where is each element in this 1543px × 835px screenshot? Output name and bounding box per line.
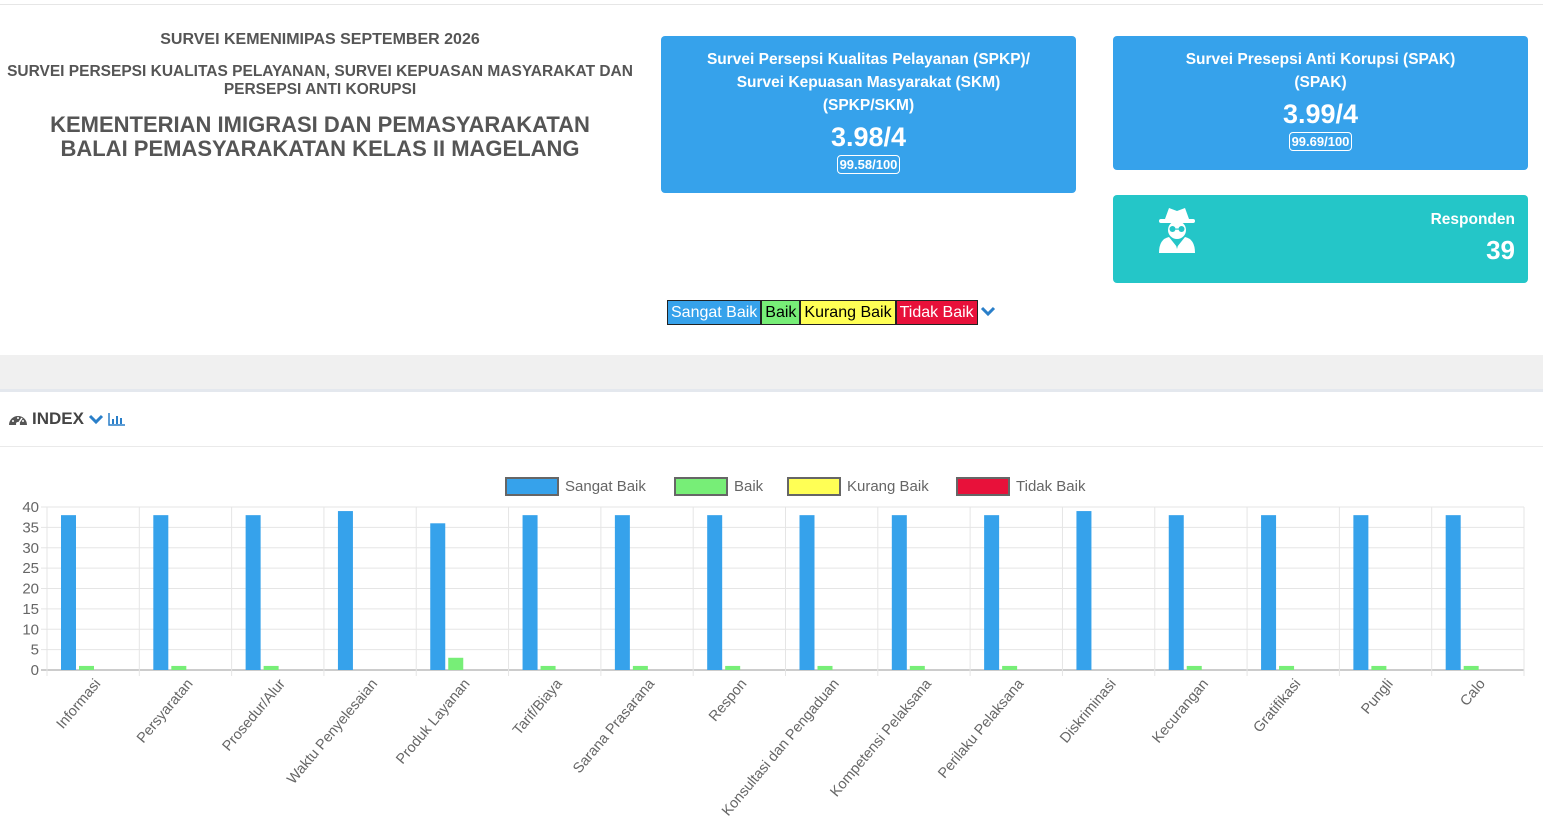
legend-swatch xyxy=(787,477,841,496)
spak-score-card: Survei Presepsi Anti Korupsi (SPAK) (SPA… xyxy=(1113,36,1528,170)
x-tick-label: Calo xyxy=(1457,676,1488,709)
ministry-name: KEMENTERIAN IMIGRASI DAN PEMASYARAKATAN xyxy=(50,112,590,137)
unit-name: BALAI PEMASYARAKATAN KELAS II MAGELANG xyxy=(60,136,580,161)
x-tick-label: Persyaratan xyxy=(134,676,197,746)
bar-sangat-baik xyxy=(707,515,723,670)
y-tick-label: 15 xyxy=(22,601,39,618)
bar-sangat-baik xyxy=(1168,515,1184,670)
spkp-title-line1: Survei Persepsi Kualitas Pelayanan (SPKP… xyxy=(706,51,1031,68)
x-tick-label: Sarana Prasarana xyxy=(570,676,659,777)
y-tick-label: 0 xyxy=(31,662,39,679)
legend-swatch xyxy=(674,477,728,496)
index-title: INDEX xyxy=(32,409,84,428)
bar-sangat-baik xyxy=(153,515,169,670)
index-bar-chart: Sangat Baik Baik Kurang Baik Tidak Baik 0 5 10… xyxy=(22,477,1525,819)
bar-baik xyxy=(1463,665,1479,670)
legend-tidak-baik[interactable]: Tidak Baik xyxy=(895,300,978,325)
x-tick-label: Waktu Penyelesaian xyxy=(284,676,381,787)
x-tick-label: Kompetensi Pelaksana xyxy=(827,676,935,801)
x-tick-label: Diskriminasi xyxy=(1057,676,1119,746)
x-tick-label: Informasi xyxy=(54,676,105,732)
bar-sangat-baik xyxy=(614,515,630,670)
x-tick-label: Pungli xyxy=(1358,676,1396,717)
bar-baik xyxy=(817,665,833,670)
chevron-down-icon[interactable] xyxy=(980,304,996,318)
y-tick-label: 35 xyxy=(22,519,39,536)
spy-icon xyxy=(1156,205,1198,258)
bar-sangat-baik xyxy=(891,515,907,670)
index-section-header: INDEX xyxy=(8,409,126,429)
legend-swatch xyxy=(505,477,559,496)
bar-sangat-baik xyxy=(61,515,76,670)
bar-baik xyxy=(1186,665,1202,670)
spkp-title-line2: Survei Kepuasan Masyarakat (SKM) xyxy=(736,74,1001,91)
bar-baik xyxy=(909,665,925,670)
y-tick-label: 5 xyxy=(31,642,39,659)
bar-sangat-baik xyxy=(1076,511,1092,670)
bar-baik xyxy=(263,665,279,670)
organization-title: KEMENTERIAN IMIGRASI DAN PEMASYARAKATAN … xyxy=(0,113,640,161)
bar-baik xyxy=(632,665,648,670)
bar-baik xyxy=(1002,665,1018,670)
legend-sangat-baik[interactable]: Sangat Baik xyxy=(667,300,762,325)
survey-type-title: SURVEI PERSEPSI KUALITAS PELAYANAN, SURV… xyxy=(7,63,633,98)
spak-score: 3.99/4 xyxy=(1282,99,1359,129)
legend-label: Sangat Baik xyxy=(565,478,646,495)
index-divider xyxy=(0,446,1543,447)
bar-baik xyxy=(1371,665,1387,670)
responden-count: 39 xyxy=(1486,235,1515,265)
bar-baik xyxy=(540,665,556,670)
responden-label: Responden xyxy=(1430,211,1515,228)
y-tick-label: 25 xyxy=(22,560,39,577)
rating-legend-filter[interactable]: Sangat Baik Baik Kurang Baik Tidak Baik xyxy=(667,300,996,325)
spkp-score-card: Survei Persepsi Kualitas Pelayanan (SPKP… xyxy=(661,36,1076,193)
spak-abbr: (SPAK) xyxy=(1294,74,1347,91)
bar-sangat-baik xyxy=(984,515,1000,670)
y-tick-label: 40 xyxy=(22,499,39,516)
top-divider xyxy=(0,4,1543,5)
spkp-percent: 99.58/100 xyxy=(836,155,901,174)
x-tick-label: Prosedur/Alur xyxy=(220,676,289,754)
x-tick-label: Produk Layanan xyxy=(393,676,473,767)
bar-baik xyxy=(448,657,464,670)
section-separator-band xyxy=(0,355,1543,392)
x-tick-label: Respon xyxy=(706,676,750,725)
responden-card: Responden 39 xyxy=(1113,195,1528,283)
bar-sangat-baik xyxy=(799,515,815,670)
dashboard-icon xyxy=(9,416,27,426)
bar-sangat-baik xyxy=(1261,515,1277,670)
bar-sangat-baik xyxy=(245,515,261,670)
y-tick-label: 30 xyxy=(22,540,39,557)
y-tick-label: 20 xyxy=(22,581,39,598)
x-tick-label: Tarif/Biaya xyxy=(510,676,566,739)
spkp-score: 3.98/4 xyxy=(830,122,907,152)
bar-sangat-baik xyxy=(1353,515,1369,670)
bar-sangat-baik xyxy=(430,523,446,670)
spkp-abbr: (SPKP/SKM) xyxy=(822,97,915,114)
bar-baik xyxy=(1279,665,1295,670)
x-tick-label: Perilaku Pelaksana xyxy=(935,676,1028,782)
legend-label: Baik xyxy=(734,478,764,495)
spak-title: Survei Presepsi Anti Korupsi (SPAK) xyxy=(1185,51,1456,68)
legend-kurang-baik[interactable]: Kurang Baik xyxy=(800,300,896,325)
bar-sangat-baik xyxy=(337,511,353,670)
legend-baik[interactable]: Baik xyxy=(761,300,801,325)
chevron-down-icon[interactable] xyxy=(88,412,104,426)
legend-swatch xyxy=(956,477,1010,496)
x-tick-label: Gratifikasi xyxy=(1251,676,1305,736)
legend-label: Kurang Baik xyxy=(847,478,929,495)
x-tick-label: Kecurangan xyxy=(1149,676,1212,746)
legend-label: Tidak Baik xyxy=(1016,478,1086,495)
survey-period-title: SURVEI KEMENIMIPAS SEPTEMBER 2026 xyxy=(160,31,480,48)
bar-sangat-baik xyxy=(1445,515,1461,670)
bar-sangat-baik xyxy=(522,515,538,670)
bar-baik xyxy=(79,665,94,670)
spak-percent: 99.69/100 xyxy=(1288,132,1353,151)
y-tick-label: 10 xyxy=(22,621,39,638)
bar-baik xyxy=(725,665,741,670)
bar-chart-icon[interactable] xyxy=(108,412,126,426)
bar-baik xyxy=(171,665,187,670)
